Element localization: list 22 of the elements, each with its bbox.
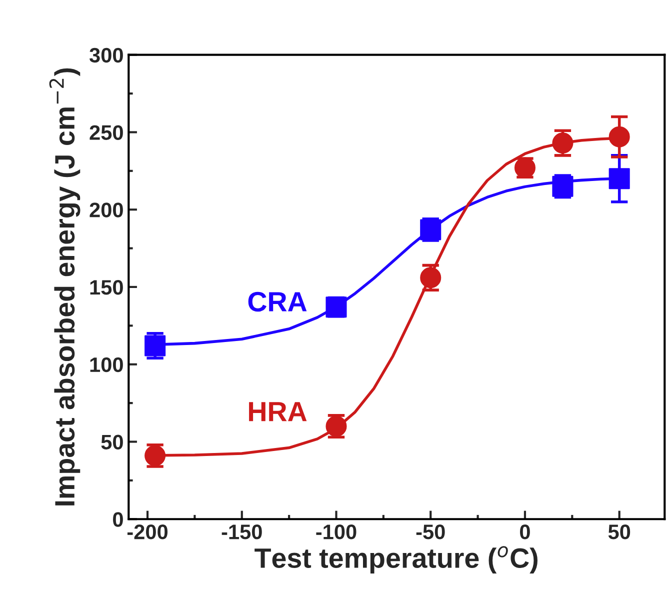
x-axis-title: Test temperature ($^{o}$C) bbox=[254, 546, 538, 574]
point bbox=[552, 132, 574, 154]
point bbox=[144, 335, 166, 356]
y-tick-label: 250 bbox=[90, 125, 123, 140]
x-tick-label: -100 bbox=[316, 524, 356, 540]
y-tick-label: 100 bbox=[90, 357, 123, 372]
y-tick-label: 200 bbox=[90, 202, 123, 218]
series-label: HRA bbox=[249, 402, 307, 422]
x-tick-label: 50 bbox=[608, 524, 630, 540]
y-tick-label: 50 bbox=[101, 434, 123, 450]
y-axis-title: Impact absorbed energy (J cm$^{−2}$) bbox=[49, 68, 80, 506]
x-tick-label: -200 bbox=[127, 524, 168, 540]
point bbox=[420, 267, 442, 288]
point bbox=[608, 126, 630, 148]
x-tick-label: 0 bbox=[520, 524, 530, 540]
y-tick-label: 300 bbox=[90, 48, 123, 63]
x-tick-label: -50 bbox=[416, 524, 445, 540]
series-label: CRA bbox=[248, 292, 307, 312]
y-tick-label: 0 bbox=[113, 512, 123, 527]
x-tick-label: -150 bbox=[222, 524, 262, 540]
y-tick-label: 150 bbox=[90, 280, 123, 295]
point bbox=[608, 168, 630, 190]
